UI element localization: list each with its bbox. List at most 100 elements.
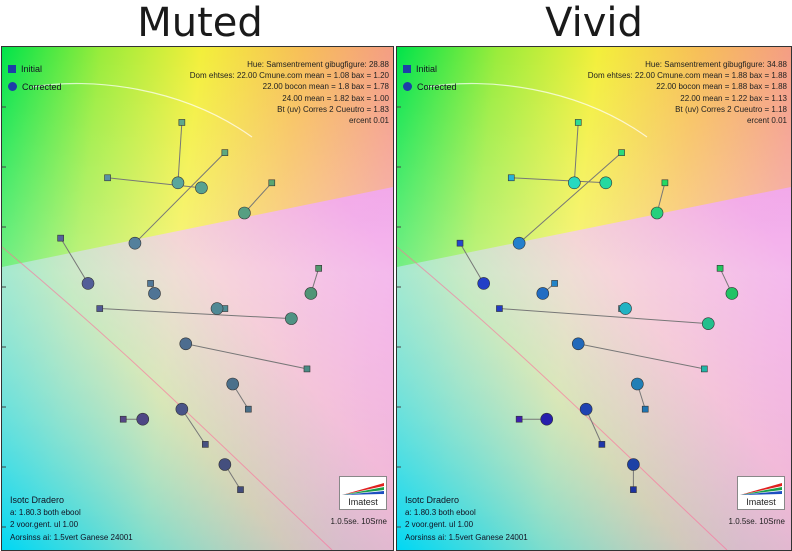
- corrected-point: [179, 337, 193, 351]
- corrected-point: [568, 176, 581, 190]
- info-line: 2 voor.gent. ul 1.00: [10, 520, 79, 529]
- chart-panel-vivid: Initial Corrected Hue: Samsentrement gib…: [396, 46, 792, 551]
- circle-marker-icon: [403, 82, 412, 91]
- corrected-point: [195, 181, 208, 195]
- stats-line: Bt (uv) Corres 2 Cueutro = 1.18: [675, 104, 787, 114]
- stats-line: 22.00 bocon mean = 1.88 bax = 1.88: [656, 82, 787, 92]
- stats-line: Bt (uv) Corres 2 Cueutro = 1.83: [277, 104, 389, 114]
- error-vector-line: [244, 182, 273, 214]
- error-vector-line: [60, 237, 89, 284]
- stats-block: Hue: Samsentrement gibugfigure: 28.88 Do…: [190, 59, 389, 126]
- panel-title-muted: Muted: [137, 0, 263, 46]
- stats-line: ercent 0.01: [348, 116, 389, 126]
- initial-point: [496, 305, 503, 312]
- corrected-point: [540, 412, 554, 426]
- logo-graphic-icon: [740, 483, 782, 495]
- error-vector-line: [459, 242, 485, 284]
- info-line: Isotc Dradero: [405, 495, 460, 505]
- corrected-point: [136, 412, 150, 426]
- initial-point: [245, 405, 252, 413]
- corrected-point: [477, 277, 490, 290]
- initial-point: [574, 119, 582, 126]
- imatest-logo: Imatest: [339, 476, 387, 510]
- initial-point: [551, 280, 558, 287]
- chart-plot-muted: [2, 47, 393, 550]
- logo-graphic-icon: [342, 483, 384, 495]
- legend: Initial Corrected: [8, 61, 62, 97]
- corrected-point: [81, 277, 95, 290]
- stats-block: Hue: Samsentrement gibugfigure: 34.88 Do…: [588, 59, 787, 126]
- error-vector-line: [518, 152, 622, 244]
- corrected-point: [175, 402, 189, 416]
- square-marker-icon: [8, 65, 16, 73]
- stats-line: 24.00 mean = 1.82 bax = 1.00: [282, 93, 389, 103]
- corrected-point: [210, 302, 224, 315]
- panel-title-vivid: Vivid: [545, 0, 643, 46]
- stats-line: 22.00 mean = 1.22 bax = 1.13: [680, 93, 787, 103]
- initial-point: [716, 265, 724, 272]
- initial-point: [701, 365, 708, 373]
- initial-point: [221, 149, 229, 156]
- initial-point: [507, 174, 515, 182]
- initial-point: [237, 486, 244, 493]
- initial-point: [630, 486, 637, 493]
- initial-point: [57, 234, 64, 242]
- legend-item-initial: Initial: [403, 61, 457, 79]
- error-vector-line: [573, 122, 579, 183]
- chart-plot-vivid: [397, 47, 791, 550]
- initial-point: [104, 174, 111, 182]
- info-line: Aorsinss ai: 1.5vert Ganese 24001: [405, 532, 528, 542]
- corrected-point: [579, 402, 593, 416]
- corrected-point: [128, 236, 142, 250]
- initial-point: [515, 415, 523, 423]
- initial-point: [456, 239, 464, 247]
- error-vector-line: [107, 177, 202, 189]
- imatest-logo: Imatest: [737, 476, 785, 510]
- info-block: Isotc Dradero a: 1.80.3 both ebool 2 voo…: [405, 494, 528, 544]
- initial-point: [96, 305, 104, 312]
- info-block: Isotc Dradero a: 1.80.3 both ebool 2 voo…: [10, 494, 133, 544]
- corrected-point: [650, 206, 664, 220]
- corrected-point: [619, 302, 632, 315]
- stats-line: Hue: Samsentrement gibugfigure: 34.88: [645, 60, 787, 69]
- initial-point: [268, 179, 276, 187]
- circle-marker-icon: [8, 82, 17, 91]
- initial-point: [178, 119, 186, 126]
- error-vector-line: [511, 177, 606, 184]
- stats-line: Hue: Samsentrement gibugfigure: 28.88: [247, 60, 389, 69]
- legend-item-corrected: Corrected: [8, 79, 62, 97]
- error-vector-line: [99, 308, 292, 320]
- square-marker-icon: [403, 65, 411, 73]
- error-vector-line: [185, 343, 308, 370]
- error-vector-line: [578, 343, 705, 370]
- version-text: 1.0.5se. 10Srne: [728, 517, 785, 526]
- initial-point: [598, 441, 606, 448]
- initial-point: [147, 280, 154, 287]
- corrected-point: [627, 458, 640, 471]
- corrected-point: [536, 287, 550, 300]
- stats-line: 22.00 bocon mean = 1.8 bax = 1.78: [262, 82, 389, 92]
- initial-point: [202, 441, 209, 448]
- corrected-point: [226, 377, 239, 391]
- corrected-point: [171, 176, 185, 190]
- corrected-point: [725, 287, 739, 300]
- corrected-point: [304, 287, 318, 300]
- info-line: 2 voor.gent. ul 1.00: [405, 520, 474, 529]
- initial-point: [315, 265, 323, 272]
- corrected-point: [238, 206, 251, 220]
- info-line: Isotc Dradero: [10, 495, 65, 505]
- stats-line: Dom ehtses: 22.00 Cmune.com mean = 1.08 …: [189, 71, 389, 81]
- error-vector-line: [181, 408, 206, 445]
- corrected-point: [512, 236, 526, 250]
- stats-line: ercent 0.01: [746, 116, 787, 126]
- corrected-point: [571, 337, 585, 351]
- error-vector-line: [499, 308, 709, 325]
- stats-line: Dom ehtses: 22.00 Cmune.com mean = 1.88 …: [587, 71, 787, 81]
- corrected-point: [599, 176, 613, 190]
- initial-point: [618, 149, 625, 156]
- initial-point: [303, 365, 311, 373]
- info-line: Aorsinss ai: 1.5vert Ganese 24001: [10, 532, 133, 542]
- legend: Initial Corrected: [403, 61, 457, 97]
- corrected-point: [148, 287, 161, 300]
- initial-point: [661, 179, 669, 187]
